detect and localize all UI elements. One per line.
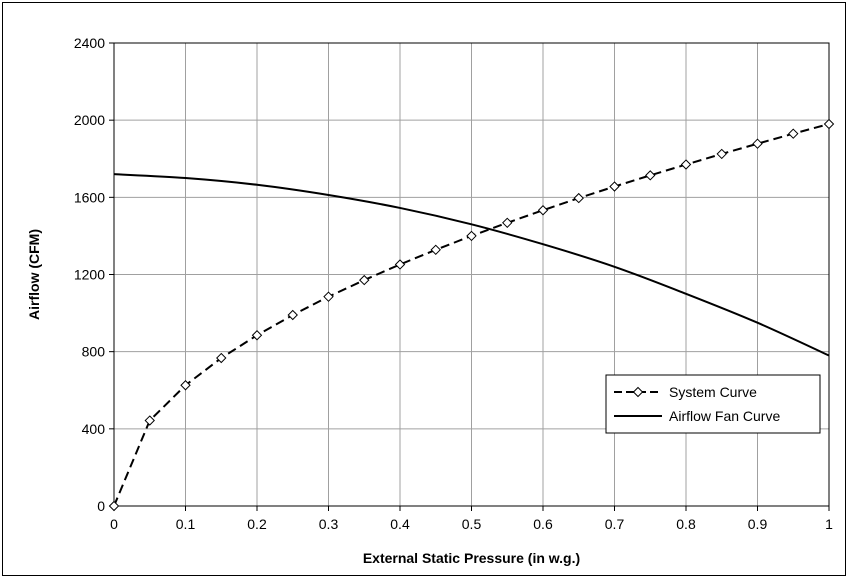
y-tick-label: 800: [82, 344, 106, 360]
plot-area-border: [113, 42, 830, 507]
legend-label-system-curve: System Curve: [669, 384, 757, 400]
legend: System Curve Airflow Fan Curve: [605, 374, 821, 434]
x-tick-label: 0.4: [390, 516, 410, 532]
system-curve-point: [394, 259, 406, 270]
legend-diamond-marker: [632, 386, 644, 398]
grid-layer: [109, 42, 830, 511]
legend-box: [605, 374, 821, 434]
system-curve-point: [108, 500, 120, 512]
y-tick-label: 2400: [74, 35, 105, 51]
x-tick-label: 0.8: [676, 516, 696, 532]
series-layer: [108, 118, 835, 512]
system-curve-point: [144, 415, 155, 426]
system-curve-point: [180, 380, 191, 391]
system-curve-point: [645, 170, 656, 181]
y-tick-label: 1600: [74, 189, 105, 205]
system-curve-point: [287, 309, 298, 321]
system-curve-point: [359, 274, 370, 286]
x-tick-label: 0.3: [319, 516, 339, 532]
y-axis-title: Airflow (CFM): [26, 229, 42, 320]
system-curve-point: [466, 230, 477, 242]
system-curve-point: [323, 291, 334, 302]
y-tick-label: 0: [97, 498, 105, 514]
x-tick-label: 0.2: [247, 516, 267, 532]
chart-svg: 0 0.1 0.2 0.3 0.4 0.5 0.6 0.7 0.8 0.9 1 0 400 800 1200…: [26, 35, 835, 566]
x-axis-title: External Static Pressure (in w.g.): [363, 550, 580, 566]
legend-label-fan-curve: Airflow Fan Curve: [669, 408, 780, 424]
system-curve-point: [680, 159, 692, 170]
tick-labels: 0 0.1 0.2 0.3 0.4 0.5 0.6 0.7 0.8 0.9 1 0 400 800 1200…: [74, 35, 833, 532]
y-tick-label: 400: [82, 421, 106, 437]
x-tick-label: 0.1: [176, 516, 196, 532]
system-curve-point: [609, 181, 620, 192]
x-tick-label: 0.6: [533, 516, 553, 532]
x-tick-label: 0.9: [748, 516, 768, 532]
system-curve-point: [251, 330, 263, 341]
y-tick-label: 2000: [74, 112, 105, 128]
system-curve-point: [823, 118, 835, 130]
x-tick-label: 0: [110, 516, 118, 532]
system-curve-point: [430, 244, 441, 256]
series-line-airflow-fan-curve: [113, 173, 830, 357]
x-tick-label: 0.5: [462, 516, 482, 532]
system-curve-point: [502, 217, 513, 229]
system-curve-point: [216, 352, 227, 364]
system-curve-point: [716, 148, 727, 160]
system-curve-point: [752, 138, 763, 149]
x-tick-label: 1: [825, 516, 833, 532]
system-curve-point: [573, 192, 584, 204]
y-tick-label: 1200: [74, 267, 105, 283]
system-curve-point: [788, 128, 799, 139]
system-curve-point: [537, 205, 549, 216]
x-tick-label: 0.7: [605, 516, 625, 532]
